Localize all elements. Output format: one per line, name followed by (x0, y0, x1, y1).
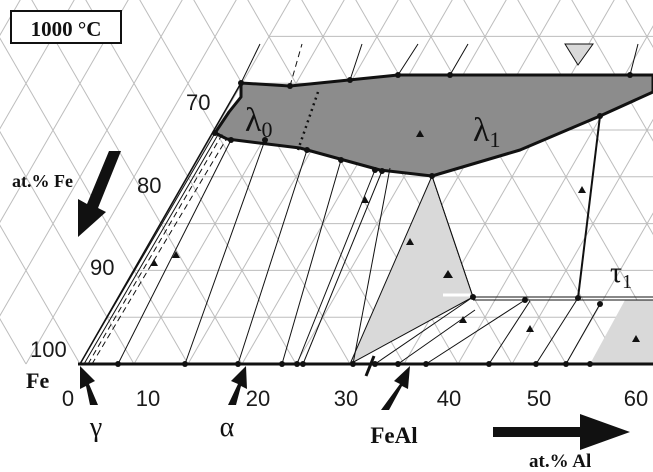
al-tick-20: 20 (246, 386, 270, 411)
grid-line (0, 0, 183, 317)
lambda-phase-region (213, 73, 653, 178)
al-tick-60: 60 (624, 386, 648, 411)
fe-corner-label: Fe (26, 368, 49, 393)
al-direction-arrow (493, 414, 630, 450)
al-tick-30: 30 (334, 386, 358, 411)
temperature-box (10, 10, 122, 44)
grid-line (139, 0, 351, 365)
tie-line-endpoints (115, 72, 633, 367)
feal-label: FeAl (370, 423, 417, 448)
sample-markers (150, 130, 640, 342)
tie-lines (79, 43, 653, 365)
fe-tick-90: 90 (90, 255, 114, 280)
fe-tick-100: 100 (30, 337, 67, 362)
lambda0-lambda1-boundary (296, 91, 320, 151)
lambda0-label: λ0 (245, 102, 273, 142)
grid-line (0, 37, 189, 365)
gamma-arrow (80, 366, 98, 405)
grid-line (517, 0, 653, 236)
al-tick-10: 10 (136, 386, 160, 411)
al-tick-50: 50 (527, 386, 551, 411)
alpha-label: α (220, 412, 235, 443)
tau1-feal-region (590, 300, 653, 364)
alpha-arrow (228, 366, 247, 405)
grid-line (193, 0, 405, 365)
grid-line (133, 0, 345, 365)
feal-ordering-mark (364, 355, 376, 377)
al-axis-label: at.% Al (529, 451, 591, 472)
fe-tick-70: 70 (186, 90, 210, 115)
grid-line (0, 224, 81, 365)
fe-direction-arrow (78, 151, 121, 237)
lambda1-label: λ1 (473, 112, 501, 152)
fe-axis-label: at.% Fe (12, 171, 73, 191)
fe-tick-80: 80 (137, 173, 161, 198)
grid-line (79, 0, 291, 365)
feal-arrow (381, 366, 410, 410)
grid-line (571, 0, 653, 142)
temperature-label: 1000 °C (31, 17, 102, 41)
tau1-label: τ1 (610, 256, 632, 293)
top-corner-region (564, 43, 594, 66)
al-tick-40: 40 (437, 386, 461, 411)
grid-line (25, 0, 237, 365)
grid-line (0, 0, 21, 36)
grid-line (0, 130, 135, 365)
grid-line (625, 0, 653, 49)
gamma-label: γ (89, 412, 102, 443)
al-tick-0: 0 (62, 386, 74, 411)
grid-line (187, 0, 399, 365)
